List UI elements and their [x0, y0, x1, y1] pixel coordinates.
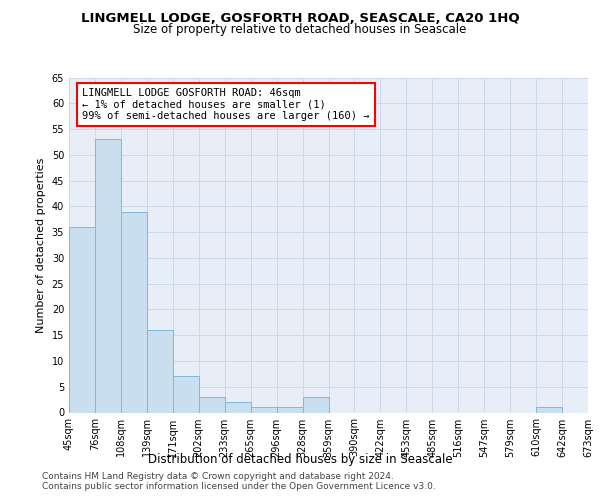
Bar — [536, 408, 562, 412]
Y-axis label: Number of detached properties: Number of detached properties — [36, 158, 46, 332]
Bar — [95, 140, 121, 412]
Text: LINGMELL LODGE GOSFORTH ROAD: 46sqm
← 1% of detached houses are smaller (1)
99% : LINGMELL LODGE GOSFORTH ROAD: 46sqm ← 1%… — [82, 88, 370, 121]
Bar — [173, 376, 199, 412]
Text: Contains public sector information licensed under the Open Government Licence v3: Contains public sector information licen… — [42, 482, 436, 491]
Text: Contains HM Land Registry data © Crown copyright and database right 2024.: Contains HM Land Registry data © Crown c… — [42, 472, 394, 481]
Text: Distribution of detached houses by size in Seascale: Distribution of detached houses by size … — [148, 452, 452, 466]
Bar — [302, 397, 329, 412]
Bar — [225, 402, 251, 412]
Bar — [251, 408, 277, 412]
Bar — [277, 408, 302, 412]
Text: Size of property relative to detached houses in Seascale: Size of property relative to detached ho… — [133, 22, 467, 36]
Bar — [199, 397, 224, 412]
Bar — [69, 227, 95, 412]
Text: LINGMELL LODGE, GOSFORTH ROAD, SEASCALE, CA20 1HQ: LINGMELL LODGE, GOSFORTH ROAD, SEASCALE,… — [80, 12, 520, 26]
Bar — [147, 330, 173, 412]
Bar — [121, 212, 147, 412]
